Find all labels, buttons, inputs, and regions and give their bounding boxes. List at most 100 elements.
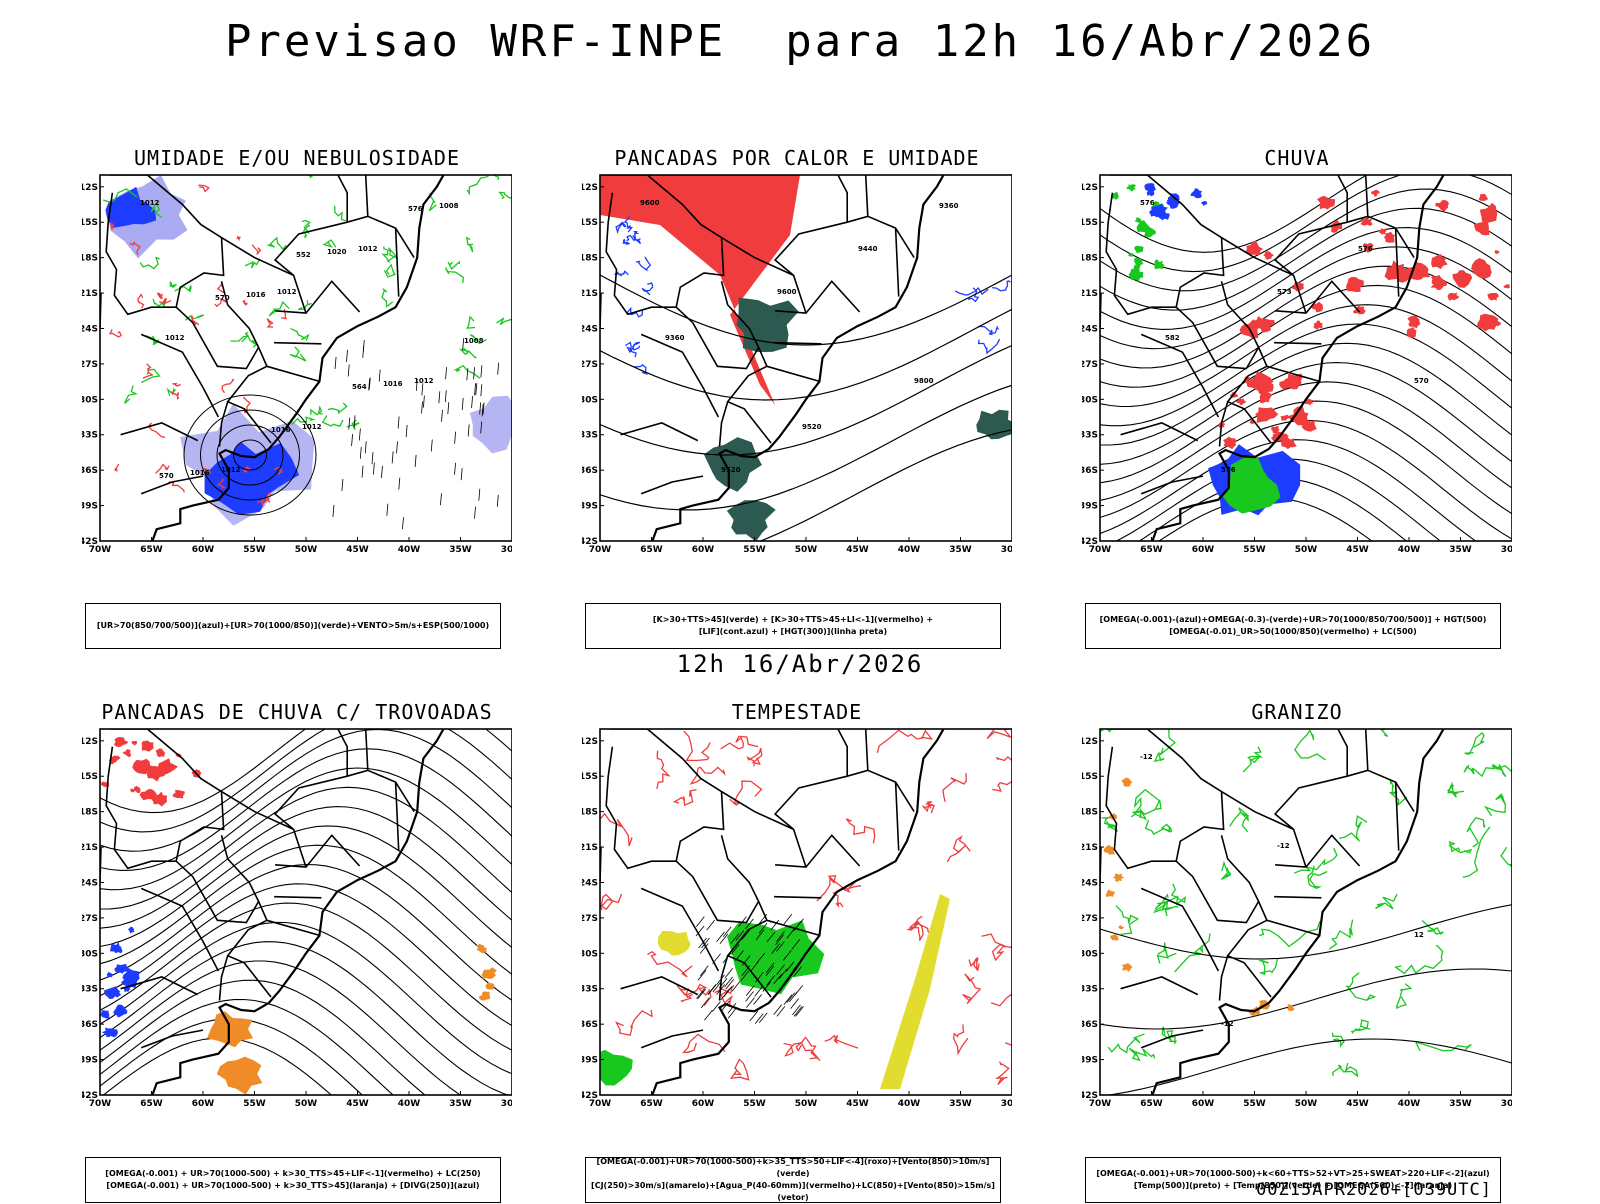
wind-vector (473, 367, 475, 380)
lat-tick-label: 36S (1082, 466, 1098, 476)
wind-vector (368, 377, 371, 390)
wind-vector (765, 962, 775, 974)
lif-contour (613, 270, 629, 277)
contour-label: -12 (1140, 753, 1153, 761)
rain-area (1271, 426, 1280, 434)
lat-tick-label: 33S (1082, 985, 1098, 995)
contour-label: 1012 (414, 377, 434, 385)
contour-label: -12 (1277, 842, 1290, 850)
thickness-contour (198, 184, 210, 193)
precip-water-contour (600, 812, 633, 847)
wind-vector (786, 992, 796, 1003)
thunder-area (131, 740, 138, 746)
precip-water-contour (942, 773, 967, 803)
panel-umidade: UMIDADE E/OU NEBULOSIDADE 1012 1012 1012 10… (82, 146, 512, 649)
thickness-contour (235, 235, 241, 241)
humidity-contour (383, 263, 396, 278)
contour-label: 570 (215, 294, 230, 302)
wind-vector (722, 926, 732, 937)
forecast-map: -12 -12 12 -12 12S 15S 18S 21S 24S 27S 30S 33S 36S 39… (1082, 728, 1512, 1109)
wind-vector (466, 368, 469, 381)
wind-vector (771, 943, 780, 954)
lat-tick-label: 12S (82, 737, 98, 747)
rain-area (1133, 257, 1144, 267)
height-contour (758, 429, 1012, 541)
lat-tick-label: 24S (82, 324, 98, 334)
wind-vector (346, 349, 348, 362)
thickness-contour (171, 390, 180, 400)
wind-vector (700, 997, 710, 1009)
streamline (1100, 342, 1512, 446)
coastline (151, 729, 445, 1095)
lat-tick-label: 33S (82, 431, 98, 441)
wind-vector (438, 391, 441, 404)
wind-vector (740, 970, 750, 982)
lon-tick-label: 50W (1295, 1099, 1318, 1109)
wind-vector (334, 356, 337, 369)
streamline (1100, 323, 1512, 427)
thunder-area (158, 758, 179, 775)
wind-vector (372, 462, 375, 475)
wind-vector (727, 1008, 737, 1019)
precip-water-contour (730, 1058, 750, 1081)
temp850-contour (1484, 793, 1507, 817)
wind-vector (414, 454, 417, 467)
wind-vector (766, 975, 776, 986)
temp850-contour (1156, 942, 1177, 964)
thickness-contour (280, 309, 287, 320)
lat-tick-label: 27S (1082, 914, 1098, 924)
heat-area (976, 409, 1012, 440)
lat-tick-label: 30S (582, 395, 598, 405)
humidity-contour (327, 402, 348, 415)
humidity-contour (383, 246, 399, 259)
wind-vector (699, 965, 709, 977)
precip-water-contour (990, 993, 1012, 1007)
temp850-contour (1293, 847, 1338, 874)
legend-line: [OMEGA(-0.001)-(azul)+OMEGA(-0.3)-(verde… (1099, 615, 1487, 624)
humidity-contour (498, 191, 512, 200)
lon-tick-label: 65W (640, 1099, 663, 1109)
legend-box: [K>30+TTS>45](verde) + [K>30+TTS>45+LI<-… (585, 603, 1001, 649)
contour-labels: 576 573 570 576 576 582 (1140, 199, 1429, 474)
contour-label: 582 (1165, 334, 1180, 342)
panel-title: GRANIZO (1251, 700, 1343, 724)
precip-water-contour (689, 766, 726, 785)
rain-area (1146, 190, 1155, 197)
lat-tick-label: 39S (582, 502, 598, 512)
wind-vector (371, 452, 374, 465)
temp500-contour (1100, 968, 1512, 1030)
wind-vector (353, 415, 356, 428)
rain-area (1479, 202, 1498, 224)
wind-vector (699, 943, 709, 954)
wind-vector (785, 961, 795, 972)
wind-vector (745, 991, 754, 1002)
thickness-contour (108, 329, 122, 338)
rain-area (1378, 227, 1387, 235)
wind-vector (795, 1006, 804, 1017)
divergence-area (108, 986, 121, 997)
lif-contour (625, 306, 644, 318)
wind-vector (750, 961, 759, 972)
lon-tick-label: 65W (140, 1099, 163, 1109)
contour-label: 1012 (165, 334, 185, 342)
thunder-area (139, 788, 157, 801)
temp850-contour (1229, 807, 1250, 833)
lat-tick-label: 15S (82, 772, 98, 782)
lon-tick-label: 30W (501, 545, 512, 555)
humidity-contour (184, 314, 205, 321)
lon-tick-label: 55W (243, 545, 266, 555)
wind-vector (696, 988, 705, 999)
humidity-contour (381, 250, 396, 264)
thickness-contour (167, 481, 185, 493)
contour-label: 576 (1140, 199, 1155, 207)
lat-tick-label: 36S (582, 1020, 598, 1030)
streamline (100, 960, 462, 1095)
streamline (100, 729, 512, 833)
lon-tick-label: 60W (192, 1099, 215, 1109)
streamline (100, 902, 512, 1051)
lat-tick-label: 15S (1082, 772, 1098, 782)
streamline (100, 863, 512, 1001)
contour-label: 576 (1358, 245, 1373, 253)
